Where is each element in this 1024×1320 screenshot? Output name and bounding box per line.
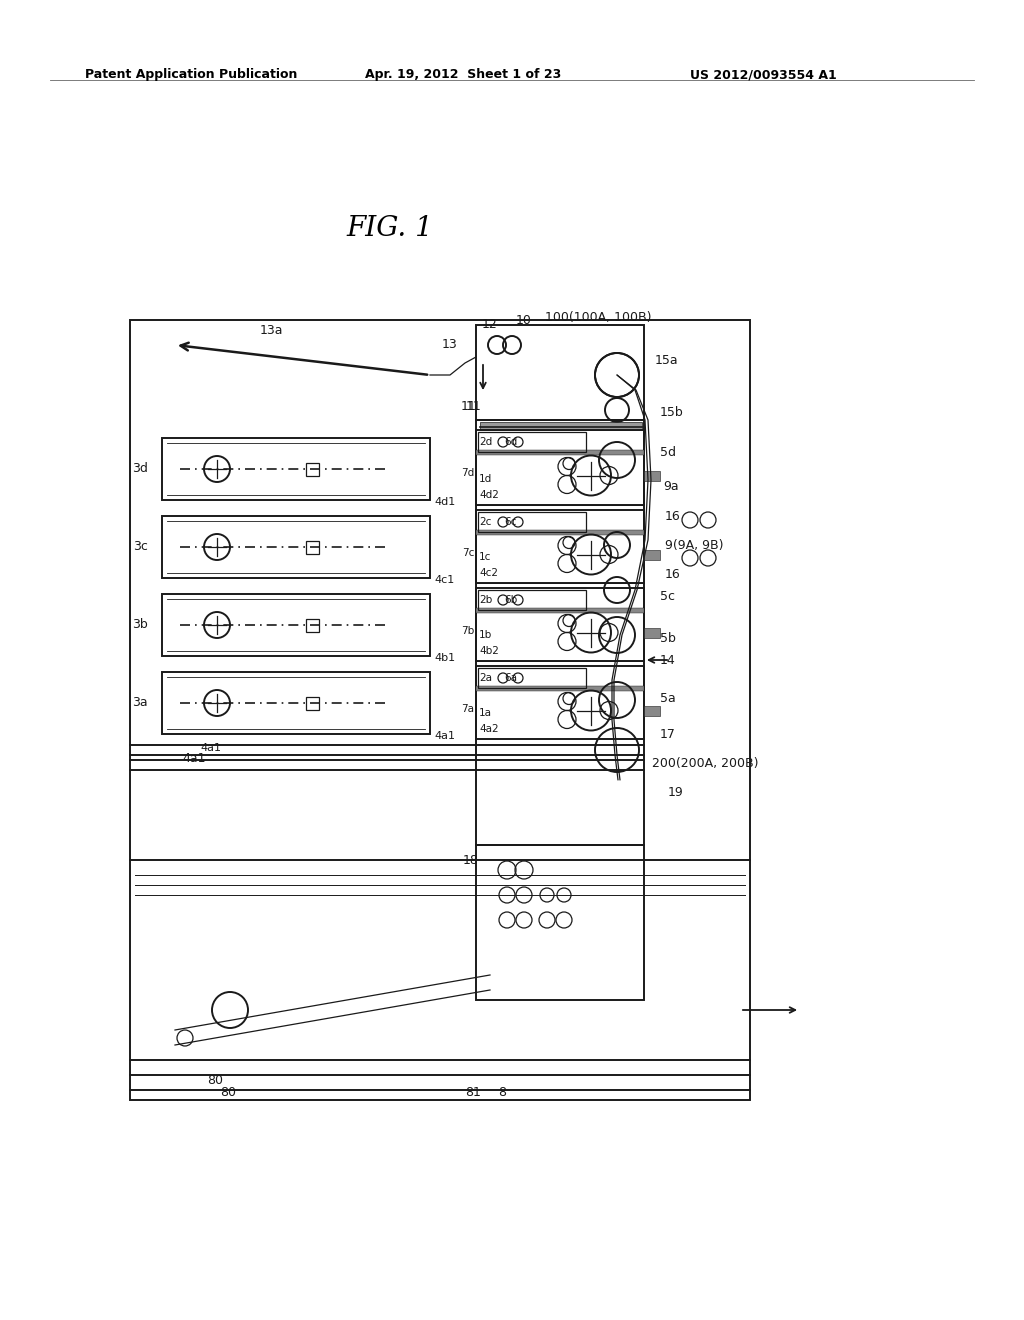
- Bar: [476, 450, 644, 455]
- Text: 15b: 15b: [660, 407, 684, 420]
- Text: 11: 11: [466, 400, 481, 413]
- Text: 2c: 2c: [479, 517, 492, 527]
- Text: 7c: 7c: [462, 548, 474, 557]
- Text: 6a: 6a: [504, 673, 517, 682]
- Bar: [644, 470, 660, 480]
- Text: 81: 81: [465, 1086, 481, 1100]
- Text: 4a1: 4a1: [200, 743, 221, 752]
- Text: 4c1: 4c1: [434, 576, 455, 585]
- Text: 17: 17: [660, 729, 676, 742]
- Text: 1c: 1c: [479, 553, 492, 562]
- Text: 6c: 6c: [504, 517, 516, 527]
- Text: 16: 16: [665, 511, 681, 524]
- Text: 9a: 9a: [663, 480, 679, 494]
- Text: 7a: 7a: [461, 704, 474, 714]
- Bar: [476, 531, 644, 535]
- Text: 7d: 7d: [461, 469, 474, 479]
- Text: 6b: 6b: [504, 595, 517, 605]
- Bar: [476, 609, 644, 612]
- Bar: [644, 705, 660, 715]
- Text: FIG. 1: FIG. 1: [347, 215, 433, 242]
- Text: 4b2: 4b2: [479, 645, 499, 656]
- Text: Apr. 19, 2012  Sheet 1 of 23: Apr. 19, 2012 Sheet 1 of 23: [365, 69, 561, 81]
- Text: 4d2: 4d2: [479, 490, 499, 500]
- Text: 4a1: 4a1: [182, 751, 206, 764]
- Text: 3c: 3c: [133, 540, 148, 553]
- Text: 11: 11: [460, 400, 476, 413]
- Text: 12: 12: [482, 318, 498, 331]
- Text: 4b1: 4b1: [434, 653, 455, 663]
- Text: 3a: 3a: [132, 697, 148, 710]
- Text: 3d: 3d: [132, 462, 148, 475]
- Text: 13: 13: [442, 338, 458, 351]
- Text: 5a: 5a: [660, 692, 676, 705]
- Text: 13a: 13a: [260, 323, 284, 337]
- Text: 16: 16: [665, 568, 681, 581]
- Text: 9(9A, 9B): 9(9A, 9B): [665, 539, 724, 552]
- Text: 200(200A, 200B): 200(200A, 200B): [652, 756, 759, 770]
- Text: 4c2: 4c2: [479, 568, 498, 578]
- Text: Patent Application Publication: Patent Application Publication: [85, 69, 297, 81]
- Text: 3b: 3b: [132, 619, 148, 631]
- Bar: [305, 540, 318, 553]
- Text: 100(100A, 100B): 100(100A, 100B): [545, 312, 651, 325]
- Bar: [644, 627, 660, 638]
- Text: 80: 80: [220, 1086, 236, 1100]
- Text: 18: 18: [463, 854, 479, 866]
- Text: 5d: 5d: [660, 446, 676, 458]
- Bar: [305, 697, 318, 710]
- Text: 7b: 7b: [461, 626, 474, 635]
- Text: 1b: 1b: [479, 631, 493, 640]
- Text: 19: 19: [668, 787, 684, 800]
- Bar: [305, 619, 318, 631]
- Text: 6d: 6d: [504, 437, 517, 447]
- Bar: [305, 462, 318, 475]
- Text: 2a: 2a: [479, 673, 492, 682]
- Text: 4a2: 4a2: [479, 723, 499, 734]
- Text: 5c: 5c: [660, 590, 675, 603]
- Text: 80: 80: [207, 1073, 223, 1086]
- Bar: [480, 422, 642, 430]
- Text: 2d: 2d: [479, 437, 493, 447]
- Text: 5b: 5b: [660, 631, 676, 644]
- Text: 4a1: 4a1: [434, 731, 455, 741]
- Bar: [476, 686, 644, 690]
- Text: 1a: 1a: [479, 709, 492, 718]
- Bar: [644, 549, 660, 560]
- Text: 1d: 1d: [479, 474, 493, 483]
- Text: 14: 14: [660, 653, 676, 667]
- Text: 15a: 15a: [655, 354, 679, 367]
- Text: 8: 8: [498, 1086, 506, 1100]
- Text: 2b: 2b: [479, 595, 493, 605]
- Text: 4d1: 4d1: [434, 498, 456, 507]
- Text: US 2012/0093554 A1: US 2012/0093554 A1: [690, 69, 837, 81]
- Text: 10: 10: [516, 314, 531, 326]
